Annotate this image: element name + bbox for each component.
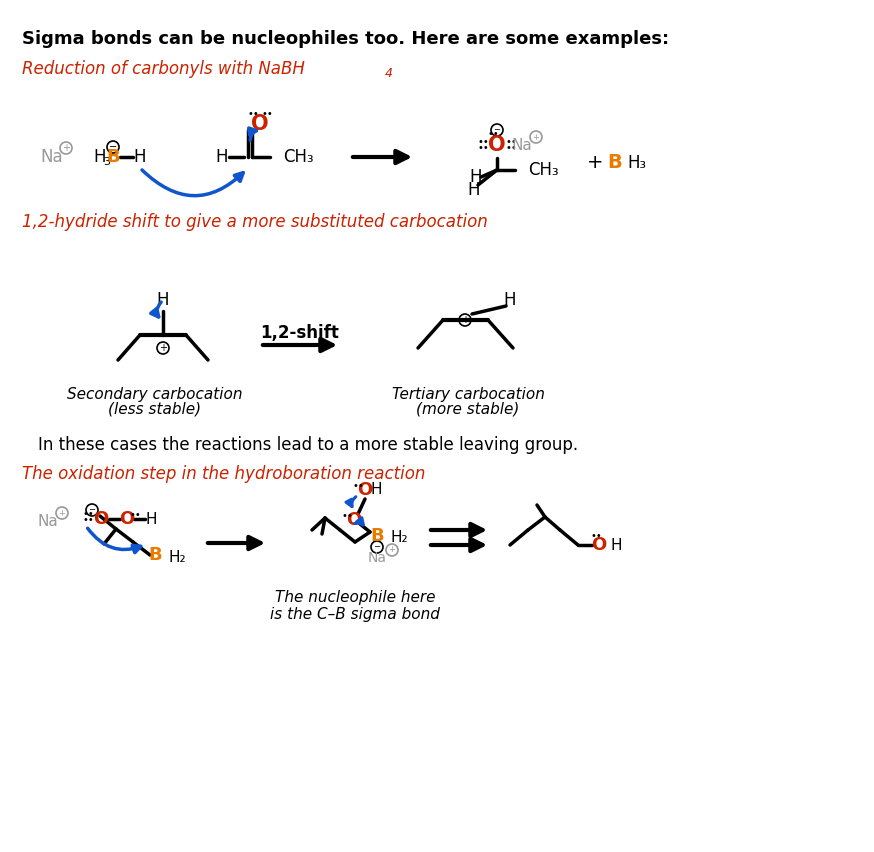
Text: 1,2-hydride shift to give a more substituted carbocation: 1,2-hydride shift to give a more substit… [22,213,488,231]
Text: H₃: H₃ [627,154,646,172]
Text: H: H [503,291,517,309]
Text: ••: •• [82,509,94,519]
Text: B: B [106,148,120,166]
Text: 3: 3 [103,157,110,167]
Text: −: − [88,505,95,515]
Text: ••: •• [82,515,94,525]
Text: ••: •• [247,109,259,119]
Text: +: + [389,545,395,555]
Text: O: O [94,510,108,528]
Text: H: H [371,482,382,498]
Text: +: + [59,509,66,517]
Text: H: H [469,168,482,186]
Text: H: H [610,538,621,552]
Text: Na: Na [511,137,532,153]
Text: H: H [94,148,107,166]
Text: ••: •• [341,511,353,521]
Text: H: H [156,291,170,309]
Text: Tertiary carbocation: Tertiary carbocation [392,387,545,402]
Text: 1,2-shift: 1,2-shift [260,324,339,342]
Text: Na: Na [41,148,63,166]
Text: B: B [149,546,162,564]
Text: O: O [120,510,135,528]
Text: CH₃: CH₃ [528,161,558,179]
Text: B: B [607,153,622,172]
Text: +: + [586,153,603,172]
Text: H₂: H₂ [169,550,187,565]
Text: ••: •• [487,129,499,139]
Text: ••: •• [352,481,364,491]
Text: In these cases the reactions lead to a more stable leaving group.: In these cases the reactions lead to a m… [38,436,578,454]
Text: Na: Na [367,551,386,565]
Text: +: + [532,133,539,141]
Text: ••: •• [590,531,602,541]
Text: (more stable): (more stable) [416,402,520,417]
Text: +: + [62,143,70,153]
Text: The oxidation step in the hydroboration reaction: The oxidation step in the hydroboration … [22,465,426,483]
Text: −: − [109,142,117,152]
Text: ••: •• [505,143,517,153]
Text: H: H [468,181,480,199]
Text: Sigma bonds can be nucleophiles too. Here are some examples:: Sigma bonds can be nucleophiles too. Her… [22,30,669,48]
Text: H: H [216,148,228,166]
Text: +: + [159,343,167,353]
Text: O: O [346,511,362,529]
Text: The nucleophile here: The nucleophile here [274,590,435,605]
Text: Reduction of carbonyls with NaBH: Reduction of carbonyls with NaBH [22,60,305,78]
Text: is the C–B sigma bond: is the C–B sigma bond [270,607,440,622]
Text: ••: •• [129,510,141,520]
Text: ••: •• [477,143,489,153]
Text: O: O [592,536,607,554]
Text: CH₃: CH₃ [283,148,314,166]
Text: H₂: H₂ [390,529,407,544]
Text: 4: 4 [385,67,393,80]
Text: B: B [371,527,384,545]
Text: Secondary carbocation: Secondary carbocation [67,387,243,402]
Text: +: + [461,315,469,325]
Text: O: O [251,114,269,134]
Text: O: O [489,135,506,155]
Text: (less stable): (less stable) [108,402,202,417]
Text: O: O [357,481,372,499]
Text: Na: Na [38,515,59,529]
Text: −: − [373,543,380,551]
Text: ••: •• [505,137,517,147]
Text: ••: •• [477,137,489,147]
Text: ••: •• [261,109,273,119]
Text: −: − [494,125,501,135]
Text: H: H [134,148,146,166]
Text: H: H [145,511,156,527]
